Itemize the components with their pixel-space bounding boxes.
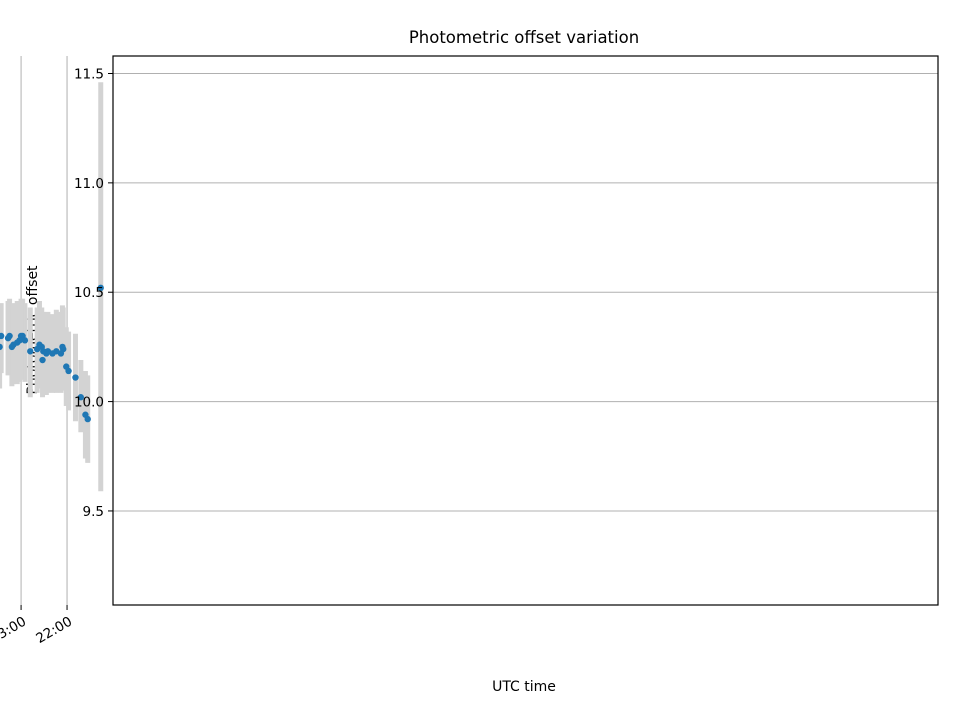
y-tick-label: 11.0 (74, 176, 104, 192)
x-tick-label: 22:00 (33, 614, 75, 647)
data-point (82, 411, 89, 418)
y-tick-label: 11.5 (74, 66, 104, 82)
y-tick-label: 9.5 (83, 504, 104, 520)
data-point (97, 284, 104, 292)
data-point (0, 332, 5, 340)
y-tick-label: 10.0 (74, 395, 104, 411)
x-tick-label: 23:00 (0, 614, 29, 647)
data-point (0, 343, 3, 351)
data-point (59, 343, 66, 351)
data-points (0, 284, 104, 423)
data-point (72, 374, 79, 381)
error-bars (0, 82, 104, 492)
data-point (4, 334, 12, 342)
data-point (39, 356, 46, 364)
data-point (63, 363, 70, 370)
plot-frame (112, 55, 939, 606)
data-point (27, 348, 34, 355)
data-point (77, 394, 85, 401)
y-tick-label: 10.5 (74, 285, 104, 301)
chart-title: Photometric offset variation (409, 28, 639, 47)
data-point (8, 343, 16, 351)
x-axis-label: UTC time (492, 679, 556, 695)
grid-lines (20, 56, 938, 605)
data-point (33, 345, 41, 353)
